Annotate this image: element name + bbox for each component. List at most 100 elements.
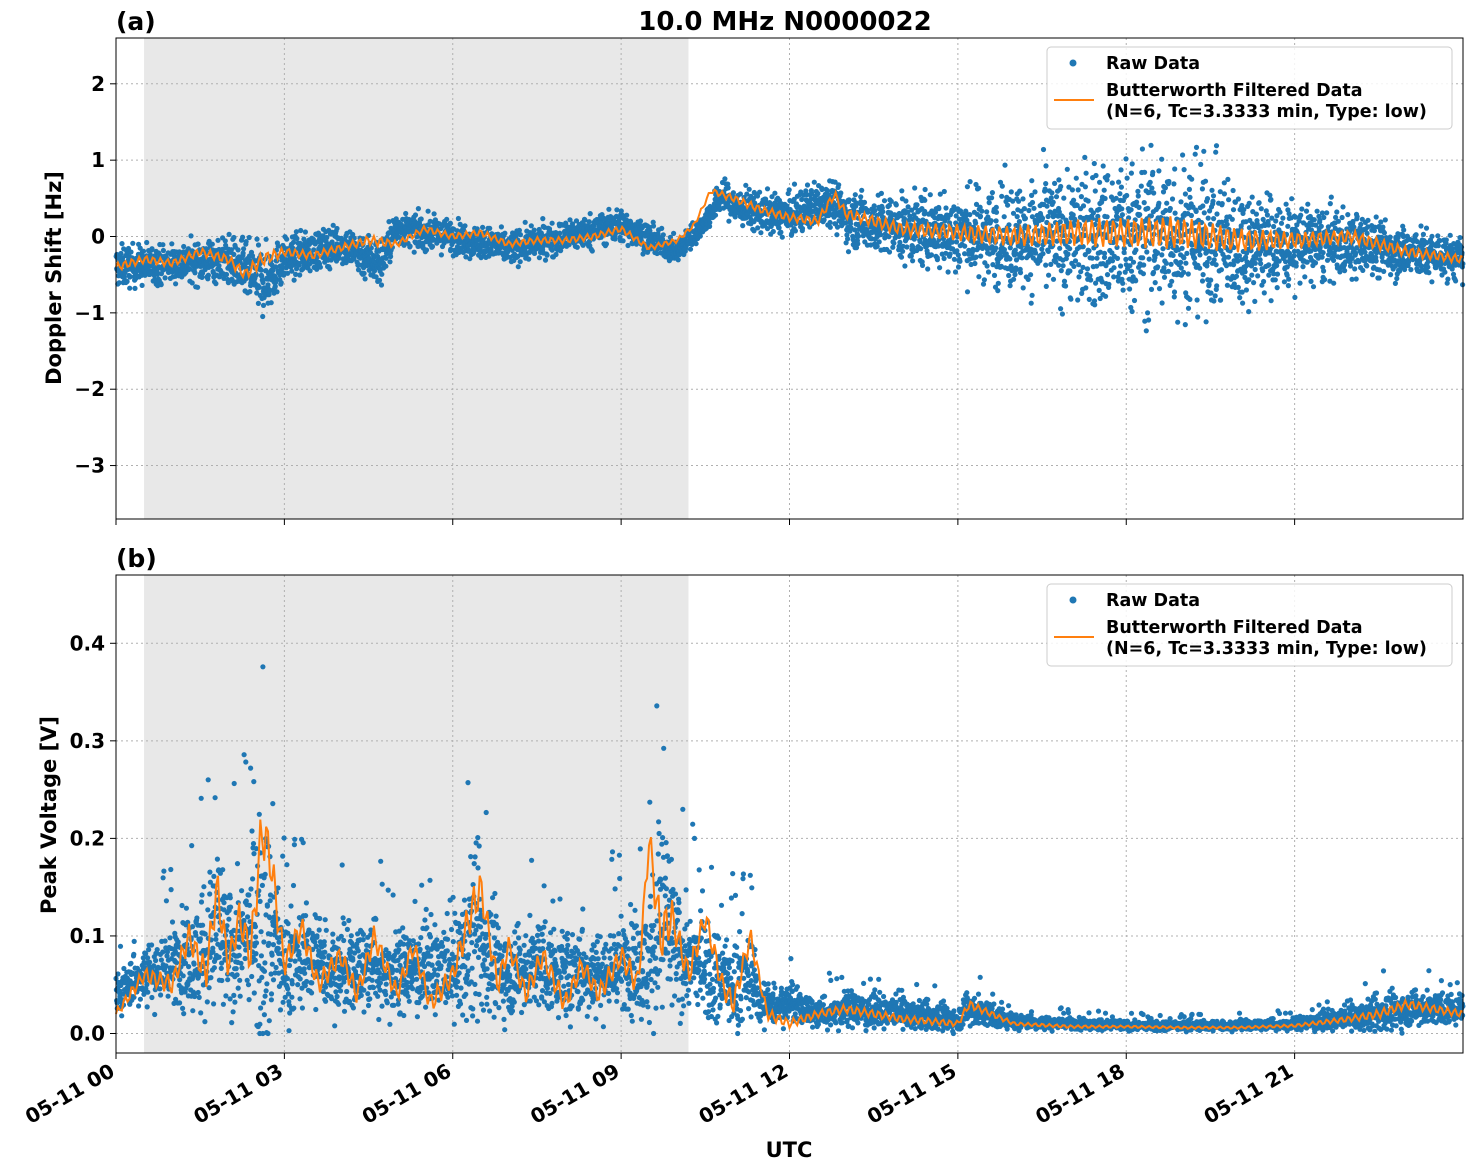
raw-data-point	[334, 225, 340, 232]
raw-data-point	[1104, 214, 1110, 220]
raw-data-point	[1352, 266, 1358, 272]
raw-data-point	[799, 196, 805, 203]
raw-data-point	[139, 282, 145, 288]
raw-data-point	[1164, 200, 1170, 206]
raw-data-point	[296, 262, 302, 268]
raw-data-point	[878, 190, 885, 196]
raw-data-point	[1261, 290, 1267, 296]
raw-data-point	[517, 259, 523, 265]
raw-data-point	[192, 270, 198, 276]
raw-data-point	[1211, 216, 1217, 222]
raw-data-point	[1340, 204, 1346, 210]
raw-data-point	[1233, 273, 1240, 279]
raw-data-point	[855, 233, 862, 239]
raw-data-point	[1020, 196, 1026, 202]
raw-data-point	[1322, 277, 1328, 283]
raw-data-point	[1255, 273, 1261, 279]
raw-data-point	[1043, 283, 1049, 289]
raw-data-point	[199, 270, 206, 276]
raw-data-point	[1319, 254, 1325, 260]
raw-data-point	[1082, 154, 1088, 160]
raw-data-point	[637, 218, 644, 224]
raw-data-point	[589, 248, 595, 254]
raw-data-point	[1311, 217, 1317, 223]
raw-data-point	[1124, 175, 1130, 181]
raw-data-point	[1076, 274, 1082, 280]
raw-data-point	[1308, 278, 1314, 284]
raw-data-point	[1075, 297, 1081, 303]
raw-data-point	[1180, 152, 1186, 158]
raw-data-point	[1198, 161, 1204, 167]
raw-data-point	[1240, 300, 1246, 306]
raw-data-point	[1200, 203, 1206, 209]
raw-data-point	[324, 234, 330, 241]
raw-data-point	[1209, 187, 1215, 193]
raw-data-point	[1142, 169, 1148, 175]
raw-data-point	[1360, 267, 1366, 273]
raw-data-point	[1169, 278, 1175, 284]
raw-data-point	[1267, 192, 1273, 198]
raw-data-point	[1017, 270, 1024, 276]
raw-data-point	[984, 263, 990, 269]
raw-data-point	[687, 246, 694, 252]
raw-data-point	[205, 272, 211, 278]
raw-data-point	[1005, 202, 1011, 208]
raw-data-point	[1045, 213, 1051, 220]
raw-data-point	[953, 239, 960, 245]
raw-data-point	[522, 219, 528, 225]
raw-data-point	[411, 249, 417, 255]
raw-data-point	[1075, 187, 1081, 193]
raw-data-point	[1085, 198, 1091, 204]
raw-data-point	[290, 239, 297, 245]
raw-data-point	[955, 252, 961, 258]
raw-data-point	[297, 272, 303, 278]
raw-data-point	[225, 280, 231, 286]
raw-data-point	[1213, 143, 1220, 149]
raw-data-point	[980, 281, 987, 287]
raw-data-point	[778, 229, 784, 235]
raw-data-point	[1143, 328, 1149, 334]
raw-data-point	[336, 255, 342, 261]
raw-data-point	[1086, 248, 1092, 254]
raw-data-point	[462, 223, 468, 229]
raw-data-point	[1118, 167, 1124, 173]
raw-data-point	[815, 190, 821, 197]
raw-data-point	[799, 225, 806, 232]
raw-data-point	[1102, 195, 1108, 202]
raw-data-point	[861, 199, 868, 205]
raw-data-point	[1032, 189, 1038, 195]
raw-data-point	[1019, 255, 1025, 261]
shaded-interval-a	[144, 38, 689, 519]
raw-data-point	[859, 187, 865, 193]
raw-data-point	[1078, 194, 1084, 200]
raw-data-point	[881, 198, 888, 204]
raw-data-point	[121, 275, 127, 281]
raw-data-point	[256, 284, 262, 290]
raw-data-point	[1278, 220, 1285, 226]
raw-data-point	[231, 234, 237, 241]
raw-data-point	[1261, 278, 1267, 285]
raw-data-point	[1354, 214, 1360, 220]
raw-data-point	[1170, 252, 1176, 258]
raw-data-point	[1080, 264, 1086, 270]
raw-data-point	[1249, 272, 1255, 278]
raw-data-point	[1235, 196, 1241, 202]
raw-data-point	[660, 232, 666, 238]
raw-data-point	[489, 231, 495, 237]
raw-data-point	[1058, 183, 1064, 190]
raw-data-point	[1225, 176, 1231, 182]
raw-data-point	[429, 243, 436, 250]
raw-data-point	[981, 277, 988, 283]
raw-data-point	[1149, 185, 1155, 191]
raw-data-point	[467, 256, 473, 262]
raw-data-point	[1131, 297, 1138, 304]
raw-data-point	[989, 195, 995, 201]
raw-data-point	[1211, 257, 1217, 263]
raw-data-point	[188, 233, 194, 239]
raw-data-point	[1212, 252, 1219, 258]
raw-data-point	[1289, 196, 1295, 202]
raw-data-point	[925, 266, 931, 272]
raw-data-point	[1169, 196, 1176, 202]
raw-data-point	[536, 255, 543, 261]
raw-data-point	[1251, 280, 1257, 286]
